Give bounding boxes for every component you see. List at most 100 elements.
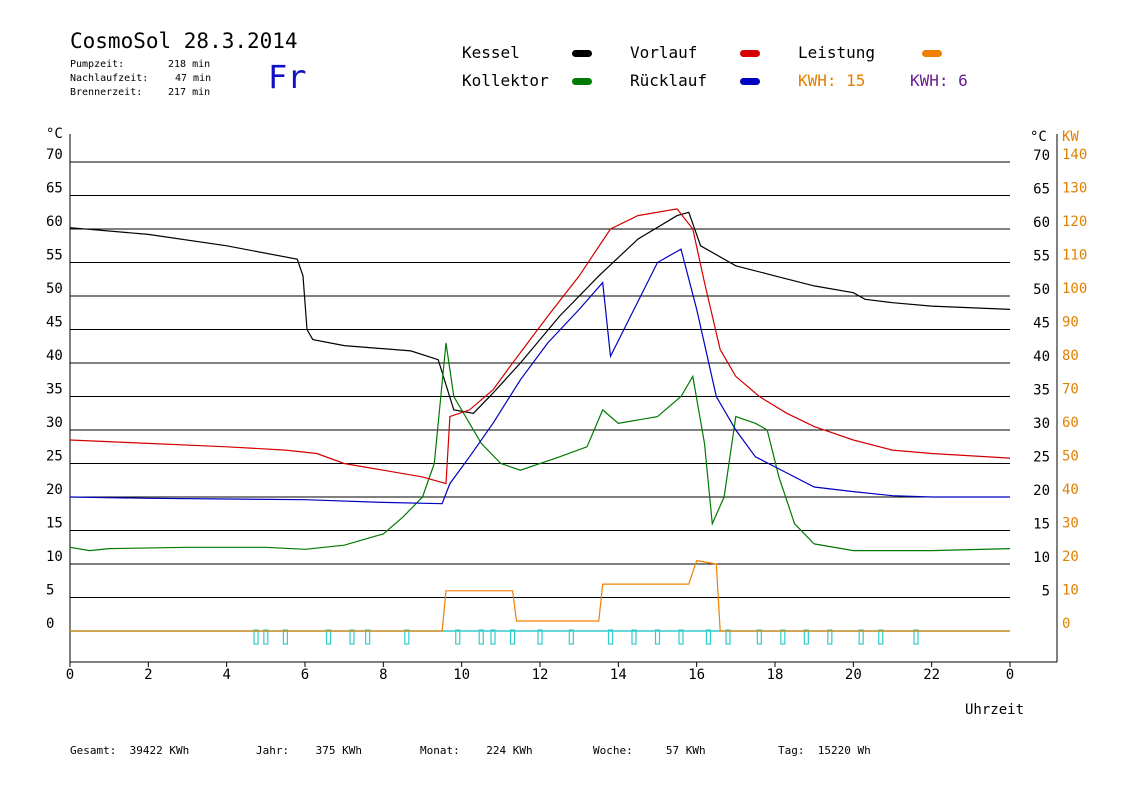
y-tick-label-kw: 40: [1062, 482, 1079, 498]
y-tick-label-kw: 110: [1062, 248, 1087, 264]
y-tick-label-right: 60: [1033, 215, 1050, 231]
y-axis-kw-unit: KW: [1062, 129, 1079, 145]
x-tick-label: 10: [453, 667, 470, 683]
legend-swatch-kollektor: [572, 78, 592, 85]
series-line-leistung: [70, 559, 1010, 632]
pump-pulse: [253, 629, 259, 645]
stat-label-pumpzeit: Pumpzeit:: [70, 59, 125, 70]
pump-pulse: [490, 629, 496, 645]
stat-value-brennerzeit: 217 min: [168, 87, 211, 98]
y-tick-label-left: 5: [46, 583, 54, 599]
footer-gesamt: Gesamt: 39422 KWh: [70, 744, 190, 757]
y-tick-label-kw: 80: [1062, 348, 1079, 364]
pump-pulse: [913, 629, 919, 645]
y-tick-label-right: 55: [1033, 249, 1050, 265]
pump-pulse: [455, 629, 461, 645]
y-tick-label-kw: 90: [1062, 315, 1079, 331]
y-tick-label-right: 45: [1033, 316, 1050, 332]
legend-swatch-vorlauf: [740, 50, 760, 57]
stat-label-nachlaufzeit: Nachlaufzeit:: [70, 73, 149, 84]
y-tick-label-left: 50: [46, 281, 63, 297]
y-tick-label-left: 40: [46, 348, 63, 364]
pump-pulse: [631, 629, 637, 645]
y-tick-label-right: 30: [1033, 416, 1050, 432]
x-tick-label: 18: [767, 667, 784, 683]
y-tick-label-right: 10: [1033, 550, 1050, 566]
y-tick-label-right: 40: [1033, 349, 1050, 365]
y-tick-label-right: 70: [1033, 148, 1050, 164]
pump-pulse: [568, 629, 574, 645]
y-tick-label-right: 65: [1033, 182, 1050, 198]
x-tick-label: 22: [923, 667, 940, 683]
y-axis-kw: 0 10 20 30 40 50 60 70 80 90 100 110 120 130 140: [1062, 147, 1087, 632]
pump-pulse: [756, 629, 762, 645]
y-tick-label-right: 15: [1033, 517, 1050, 533]
x-tick-label: 0: [66, 667, 74, 683]
y-tick-label-left: 10: [46, 549, 63, 565]
y-tick-label-left: 0: [46, 616, 54, 632]
pump-pulse: [282, 629, 289, 645]
pump-pulse: [325, 629, 332, 645]
legend-leistung: Leistung: [798, 43, 876, 62]
chart-grid: [69, 134, 1058, 663]
x-tick-label: 2: [144, 667, 152, 683]
pump-pulse: [725, 629, 731, 645]
y-tick-label-left: 70: [46, 147, 63, 163]
y-tick-label-left: 20: [46, 482, 63, 498]
legend-kollektor: Kollektor: [462, 71, 549, 90]
y-tick-label-kw: 20: [1062, 549, 1079, 565]
y-tick-label-kw: 120: [1062, 214, 1087, 230]
legend-kwh-purple: KWH: 6: [910, 71, 968, 90]
legend-kessel: Kessel: [462, 43, 520, 62]
y-axis-right: 5 10 15 20 25 30 35 40 45 50 55 60 65 70: [1033, 148, 1050, 600]
pump-pulse: [780, 629, 786, 645]
y-tick-label-kw: 50: [1062, 449, 1079, 465]
y-tick-label-kw: 130: [1062, 181, 1087, 197]
x-axis-label: Uhrzeit: [965, 702, 1024, 718]
y-axis-left: 0 5 10 15 20 25 30 35 40 45 50 55 60 65 70: [46, 147, 63, 632]
y-tick-label-right: 25: [1033, 450, 1050, 466]
pump-pulse: [509, 629, 516, 645]
legend-swatch-kessel: [572, 50, 592, 57]
y-axis-left-unit: °C: [46, 126, 63, 142]
series-line-ruecklauf: [69, 248, 1010, 505]
pump-pulse: [478, 629, 484, 645]
y-tick-label-left: 45: [46, 315, 63, 331]
stat-value-pumpzeit: 218 min: [168, 59, 211, 70]
x-tick-label: 0: [1006, 667, 1014, 683]
x-tick-label: 12: [532, 667, 549, 683]
footer-jahr: Jahr: 375 KWh: [256, 744, 362, 757]
x-tick-label: 14: [610, 667, 627, 683]
weekday-label: Fr: [268, 58, 307, 96]
series-line-kollektor: [69, 342, 1011, 552]
y-tick-label-left: 30: [46, 415, 63, 431]
footer-monat: Monat: 224 KWh: [420, 744, 533, 757]
series-line-vorlauf: [69, 208, 1011, 485]
y-tick-label-left: 55: [46, 248, 63, 264]
y-tick-label-right: 50: [1033, 282, 1050, 298]
pump-pulse: [607, 629, 614, 645]
legend-swatch-leistung: [922, 50, 942, 57]
stat-value-nachlaufzeit: 47 min: [175, 73, 212, 84]
x-tick-label: 4: [222, 667, 230, 683]
y-tick-label-kw: 0: [1062, 616, 1070, 632]
footer-woche: Woche: 57 KWh: [593, 744, 706, 757]
pump-activity-trace: [70, 629, 1010, 645]
x-axis: 0 2 4 6 8 10 12 14 16 18 20 22 0: [66, 662, 1014, 683]
y-axis-right-unit: °C: [1030, 129, 1047, 145]
legend-kwh-orange: KWH: 15: [798, 71, 866, 90]
x-tick-label: 20: [845, 667, 862, 683]
legend-vorlauf: Vorlauf: [630, 43, 698, 62]
pump-pulse: [827, 629, 833, 645]
pump-pulse: [803, 629, 809, 645]
y-tick-label-right: 35: [1033, 383, 1050, 399]
y-tick-label-kw: 100: [1062, 281, 1087, 297]
y-tick-label-kw: 30: [1062, 516, 1079, 532]
pump-pulse: [678, 629, 684, 645]
x-tick-label: 6: [301, 667, 309, 683]
y-tick-label-left: 65: [46, 181, 63, 197]
stat-label-brennerzeit: Brennerzeit:: [70, 87, 143, 98]
pump-pulse: [705, 629, 712, 645]
pump-pulse: [349, 629, 355, 645]
y-tick-label-kw: 70: [1062, 382, 1079, 398]
